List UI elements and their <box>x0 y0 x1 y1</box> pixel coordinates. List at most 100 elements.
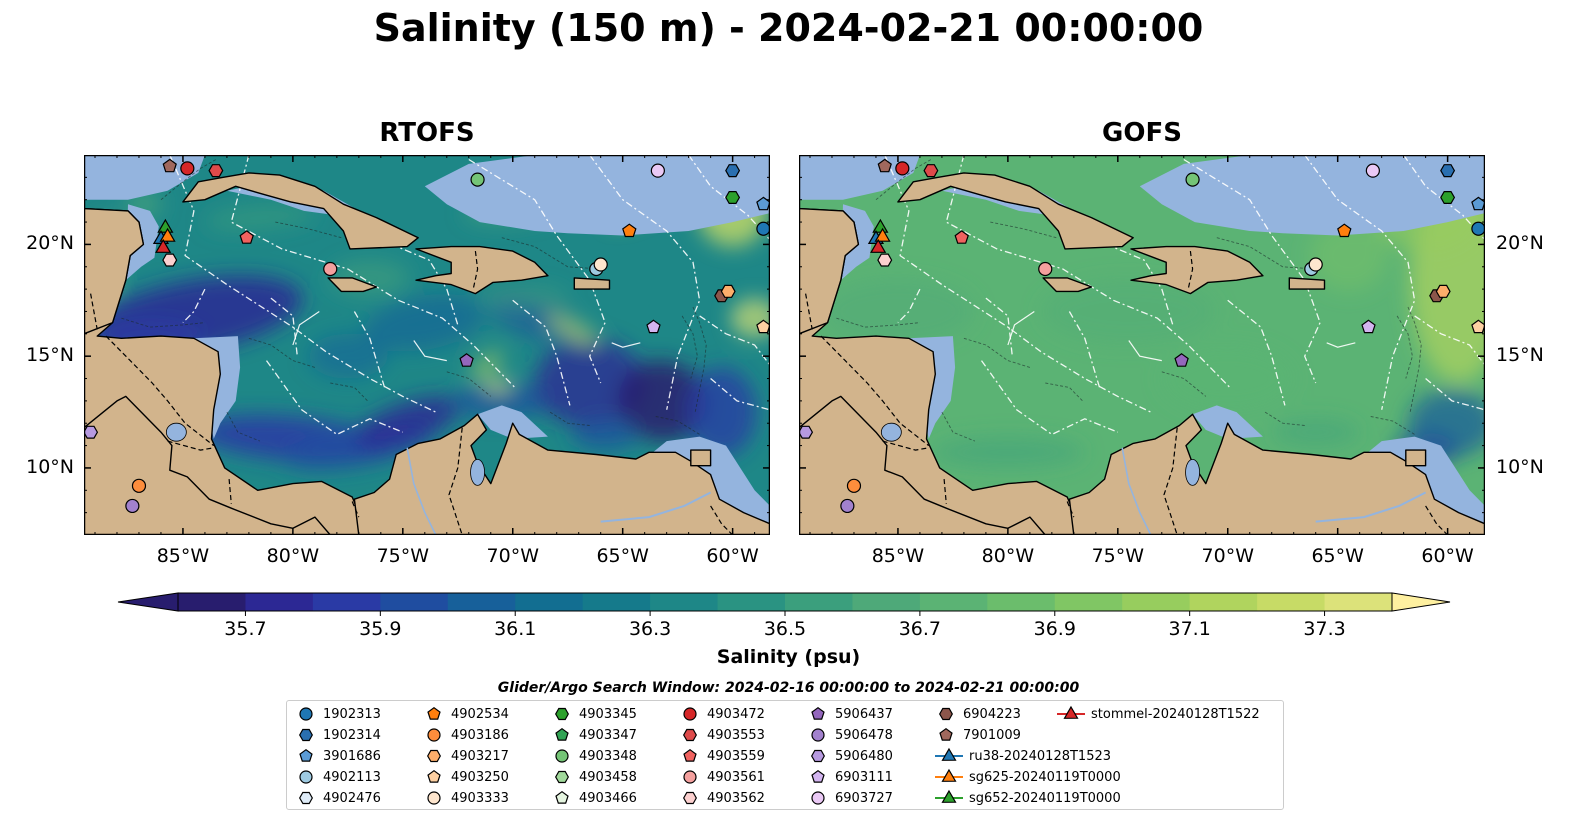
search-window-caption: Glider/Argo Search Window: 2024-02-16 00… <box>497 680 1080 696</box>
legend-label: 4903553 <box>707 727 765 743</box>
float-marker <box>646 319 661 334</box>
float-marker-icon <box>939 727 953 741</box>
legend-label: 4903458 <box>579 769 637 785</box>
legend-entry: 4902476 <box>295 788 381 808</box>
legend-entry: 4903217 <box>423 746 509 766</box>
colorbar-tick-label: 35.7 <box>224 618 267 640</box>
float-marker <box>125 498 140 514</box>
float-marker-icon <box>683 728 697 742</box>
float-marker <box>159 227 176 242</box>
lon-tick-label: 65°W <box>1311 545 1364 567</box>
float-marker-icon <box>555 770 569 784</box>
float-marker <box>1471 221 1485 236</box>
float-marker-icon <box>299 728 313 742</box>
lon-tick-label: 85°W <box>156 545 210 567</box>
legend-label: 3901686 <box>323 748 381 764</box>
lon-tick-label: 85°W <box>871 545 925 567</box>
legend-entry: 4903559 <box>679 746 765 766</box>
colorbar-tick-label: 36.1 <box>494 618 537 640</box>
lat-tick-label: 10°N <box>1496 455 1544 478</box>
colorbar-segment <box>919 593 988 611</box>
float-marker <box>1440 164 1456 178</box>
legend-entry: 4903333 <box>423 788 509 808</box>
float-marker-icon <box>683 707 697 721</box>
legend-entry: 4902534 <box>423 704 509 724</box>
legend-label: 4902534 <box>451 706 509 722</box>
legend-entry: 4902113 <box>295 767 381 787</box>
lat-tick-label: 15°N <box>1496 344 1544 367</box>
float-marker-icon <box>811 791 825 805</box>
colorbar-segment <box>717 593 786 611</box>
float-marker <box>1174 353 1189 367</box>
legend-entry: 5906478 <box>807 725 893 745</box>
panel-title-rtofs: RTOFS <box>379 118 475 148</box>
float-marker <box>622 223 637 238</box>
colorbar-segment <box>650 593 719 611</box>
float-marker <box>1337 223 1352 238</box>
float-marker <box>1361 319 1376 334</box>
colorbar-segment <box>785 593 854 611</box>
lon-tick-label: 80°W <box>981 545 1035 567</box>
float-marker-icon <box>427 749 441 763</box>
colorbar-tick-label: 37.1 <box>1168 618 1211 640</box>
float-marker <box>923 164 939 178</box>
colorbar-segment <box>1122 593 1191 611</box>
legend-entry: 4903472 <box>679 704 765 724</box>
glider-track-icon <box>935 768 963 782</box>
float-marker-icon <box>683 770 697 784</box>
legend-label: 4903345 <box>579 706 637 722</box>
float-marker-icon <box>811 706 825 720</box>
float-marker <box>846 478 862 493</box>
float-marker-icon <box>299 707 313 721</box>
colorbar-segment <box>380 593 449 611</box>
legend-label: 4903250 <box>451 769 509 785</box>
float-marker-icon <box>939 707 953 721</box>
legend-entry: 5906437 <box>807 704 893 724</box>
float-marker <box>725 190 741 205</box>
legend-entry: 6903727 <box>807 788 893 808</box>
legend-entry: 4903562 <box>679 788 765 808</box>
colorbar-segment <box>515 593 584 611</box>
float-marker-icon <box>811 769 825 783</box>
legend-label: 4903347 <box>579 727 637 743</box>
float-marker <box>208 164 224 178</box>
float-marker-icon <box>427 706 441 720</box>
float-marker-icon <box>427 769 441 783</box>
float-marker-icon <box>555 790 569 804</box>
float-marker-icon <box>427 791 441 805</box>
legend-label: 4902113 <box>323 769 381 785</box>
legend-entry: 4903553 <box>679 725 765 745</box>
legend-label: 5906437 <box>835 706 893 722</box>
float-marker <box>1440 190 1456 205</box>
legend-label: 4903561 <box>707 769 765 785</box>
colorbar-segment <box>178 593 247 611</box>
colorbar <box>117 592 1451 616</box>
legend-label: 5906478 <box>835 727 893 743</box>
legend-label: 7901009 <box>963 727 1021 743</box>
colorbar-segment <box>1189 593 1258 611</box>
rtofs-map <box>84 155 770 535</box>
float-marker <box>1365 163 1380 178</box>
float-marker <box>459 353 474 367</box>
float-marker <box>874 227 891 242</box>
lat-tick-label: 20°N <box>1496 232 1544 255</box>
float-marker <box>131 478 147 493</box>
float-marker-icon <box>299 748 313 762</box>
colorbar-tick-label: 36.9 <box>1033 618 1076 640</box>
colorbar-extend-high <box>1391 592 1451 612</box>
colorbar-extend-low <box>117 592 179 612</box>
float-marker-icon <box>683 748 697 762</box>
float-marker-icon <box>555 707 569 721</box>
legend-label: ru38-20240128T1523 <box>969 748 1112 764</box>
float-marker <box>323 261 338 277</box>
glider-track-icon <box>1057 705 1085 719</box>
colorbar-tick-label: 36.7 <box>898 618 942 640</box>
legend-label: 4903466 <box>579 790 637 806</box>
legend-label: 4903217 <box>451 748 509 764</box>
colorbar-segment <box>447 593 516 611</box>
lon-tick-label: 75°W <box>1091 545 1145 567</box>
legend-entry: sg652-20240119T0000 <box>935 788 1121 808</box>
legend-entry: 5906480 <box>807 746 893 766</box>
legend-entry: sg625-20240119T0000 <box>935 767 1121 787</box>
float-marker <box>470 172 485 187</box>
